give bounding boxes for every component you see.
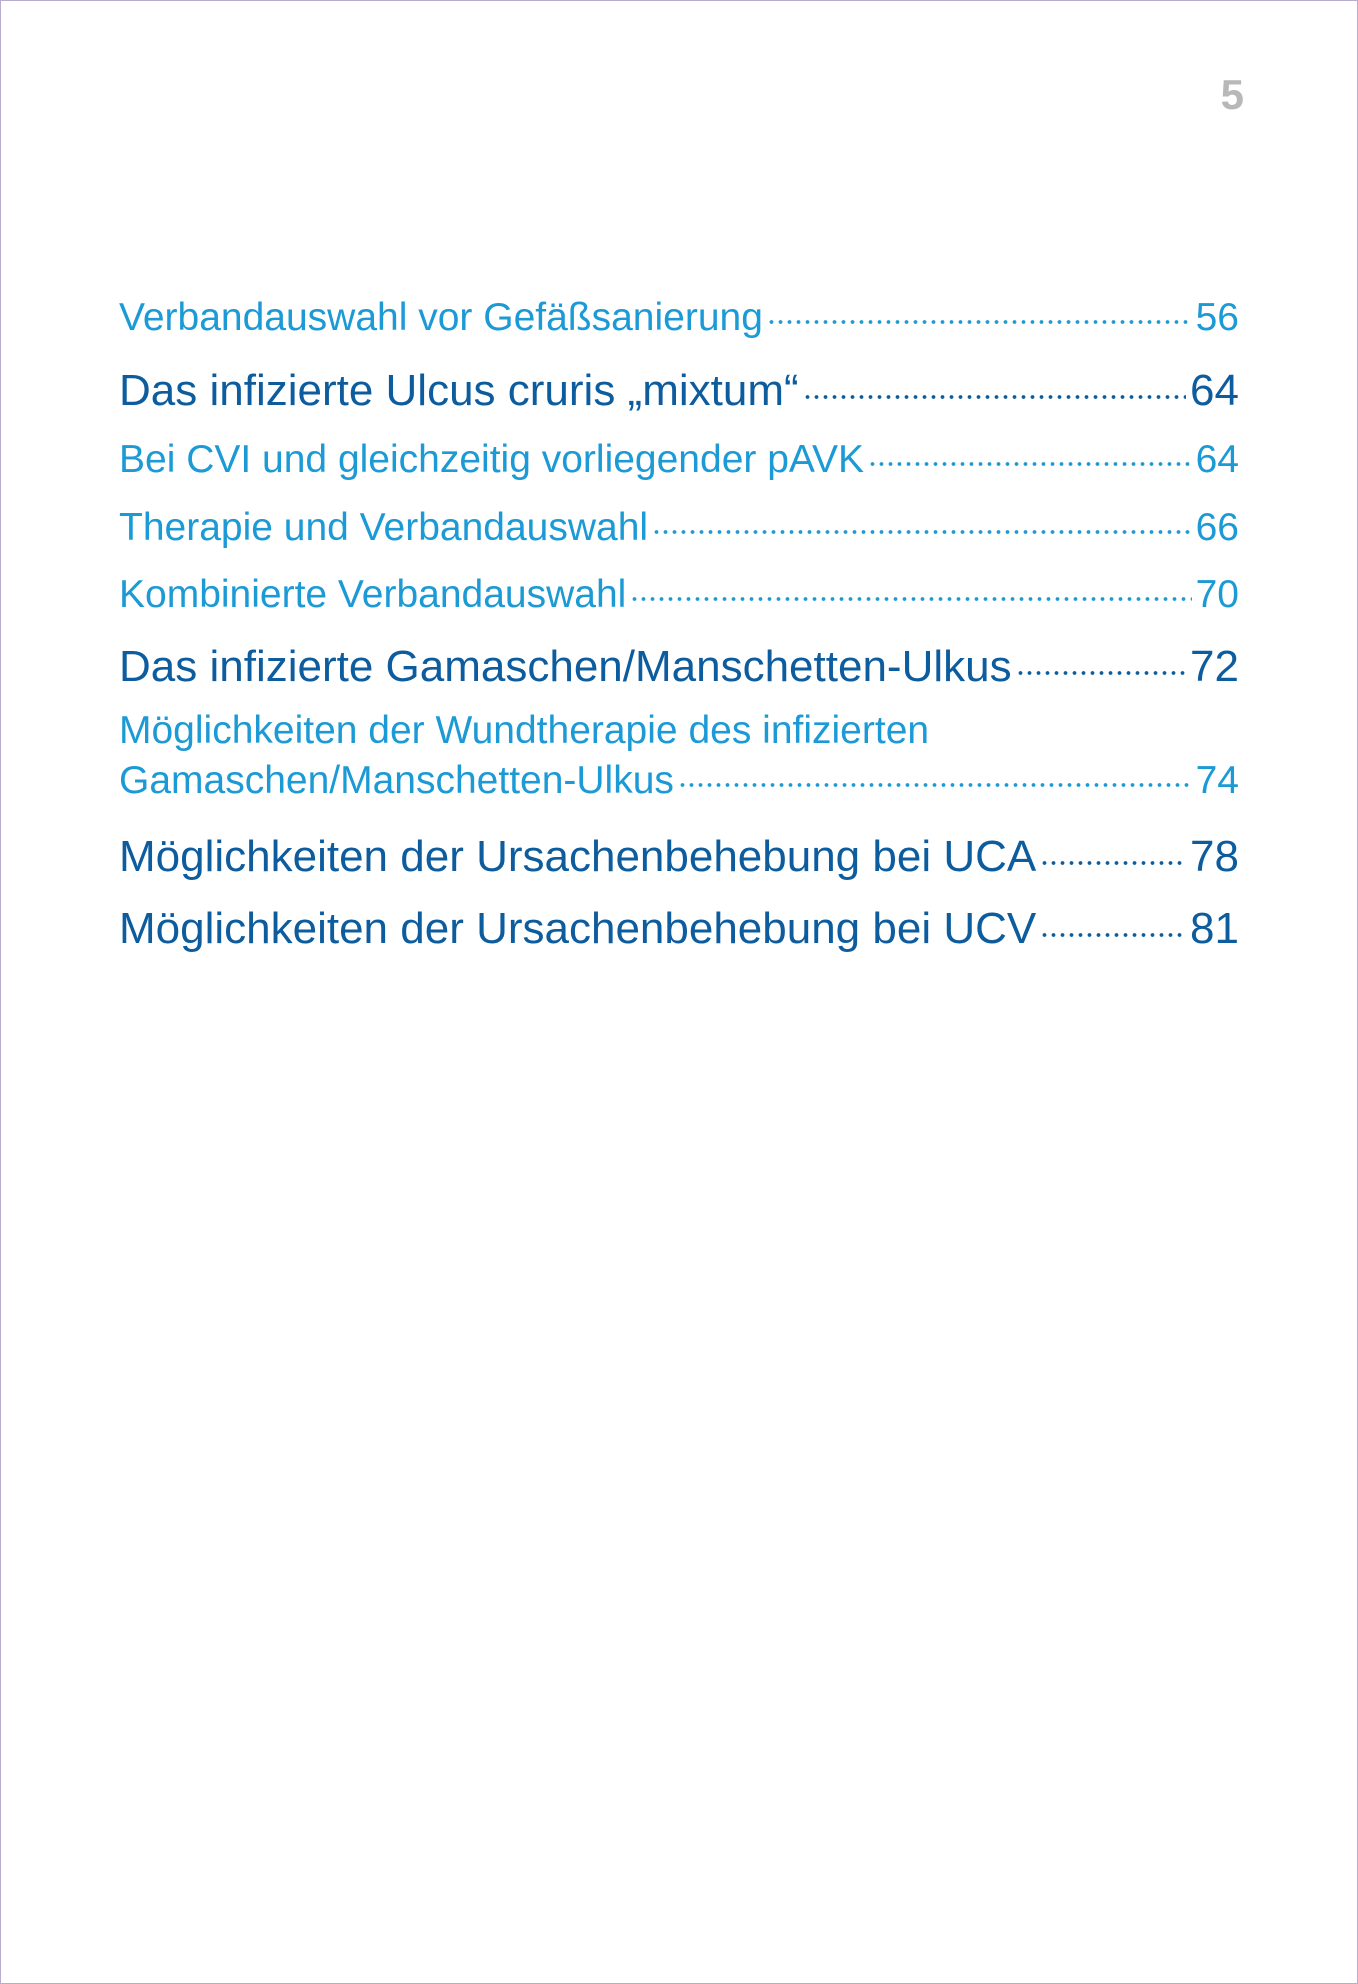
- entry-page: 81: [1190, 904, 1239, 953]
- leader-dots: [1040, 821, 1187, 866]
- entry-row: Möglichkeiten der Ursachenbehebung bei U…: [119, 893, 1239, 955]
- entry-title: Gamaschen/Manschetten-Ulkus: [119, 758, 674, 802]
- entry-row: Möglichkeiten der Ursachenbehebung bei U…: [119, 821, 1239, 883]
- entry-page: 74: [1195, 758, 1239, 802]
- entry-row: Kombinierte Verbandauswahl 70: [119, 563, 1239, 618]
- leader-dots: [677, 749, 1192, 789]
- toc-entry: Bei CVI und gleichzeitig vorliegender pA…: [119, 428, 1239, 483]
- entry-title: Verbandauswahl vor Gefäßsanierung: [119, 296, 763, 339]
- leader-dots: [1040, 893, 1187, 938]
- entry-title: Kombinierte Verbandauswahl: [119, 573, 627, 616]
- leader-dots: [802, 355, 1187, 400]
- entry-page: 64: [1190, 366, 1239, 415]
- entry-title: Möglichkeiten der Ursachenbehebung bei U…: [119, 832, 1037, 881]
- entry-row: Verbandauswahl vor Gefäßsanierung 56: [119, 286, 1239, 341]
- entry-row: Therapie und Verbandauswahl 66: [119, 496, 1239, 551]
- entry-title: Therapie und Verbandauswahl: [119, 506, 649, 549]
- toc-entry: Möglichkeiten der Ursachenbehebung bei U…: [119, 821, 1239, 883]
- toc-entry: Therapie und Verbandauswahl 66: [119, 496, 1239, 551]
- entry-page: 70: [1195, 573, 1239, 616]
- entry-row: Bei CVI und gleichzeitig vorliegender pA…: [119, 428, 1239, 483]
- toc-entry: Möglichkeiten der Wundtherapie des infiz…: [119, 709, 1239, 804]
- entry-row: Das infizierte Ulcus cruris „mixtum“ 64: [119, 355, 1239, 417]
- page-number: 5: [1220, 71, 1244, 118]
- leader-dots: [868, 428, 1192, 468]
- entry-page: 78: [1190, 832, 1239, 881]
- toc-entry: Verbandauswahl vor Gefäßsanierung 56: [119, 286, 1239, 341]
- toc-entry: Das infizierte Ulcus cruris „mixtum“ 64: [119, 355, 1239, 417]
- leader-dots: [652, 496, 1192, 536]
- entry-row: Gamaschen/Manschetten-Ulkus 74: [119, 749, 1239, 804]
- leader-dots: [766, 286, 1192, 326]
- entry-title: Das infizierte Ulcus cruris „mixtum“: [119, 366, 799, 415]
- leader-dots: [1015, 631, 1187, 676]
- entry-page: 72: [1190, 642, 1239, 691]
- entry-title: Möglichkeiten der Ursachenbehebung bei U…: [119, 904, 1037, 953]
- leader-dots: [630, 563, 1192, 603]
- entry-title: Das infizierte Gamaschen/Manschetten-Ulk…: [119, 642, 1012, 691]
- toc-entry: Kombinierte Verbandauswahl 70: [119, 563, 1239, 618]
- entry-row: Das infizierte Gamaschen/Manschetten-Ulk…: [119, 631, 1239, 693]
- toc-entry: Das infizierte Gamaschen/Manschetten-Ulk…: [119, 631, 1239, 693]
- entry-title: Bei CVI und gleichzeitig vorliegender pA…: [119, 438, 865, 481]
- entry-page: 56: [1195, 296, 1239, 339]
- entry-page: 66: [1195, 506, 1239, 549]
- toc-entry: Möglichkeiten der Ursachenbehebung bei U…: [119, 893, 1239, 955]
- entry-title: Möglichkeiten der Wundtherapie des infiz…: [119, 709, 930, 752]
- entry-page: 64: [1195, 438, 1239, 481]
